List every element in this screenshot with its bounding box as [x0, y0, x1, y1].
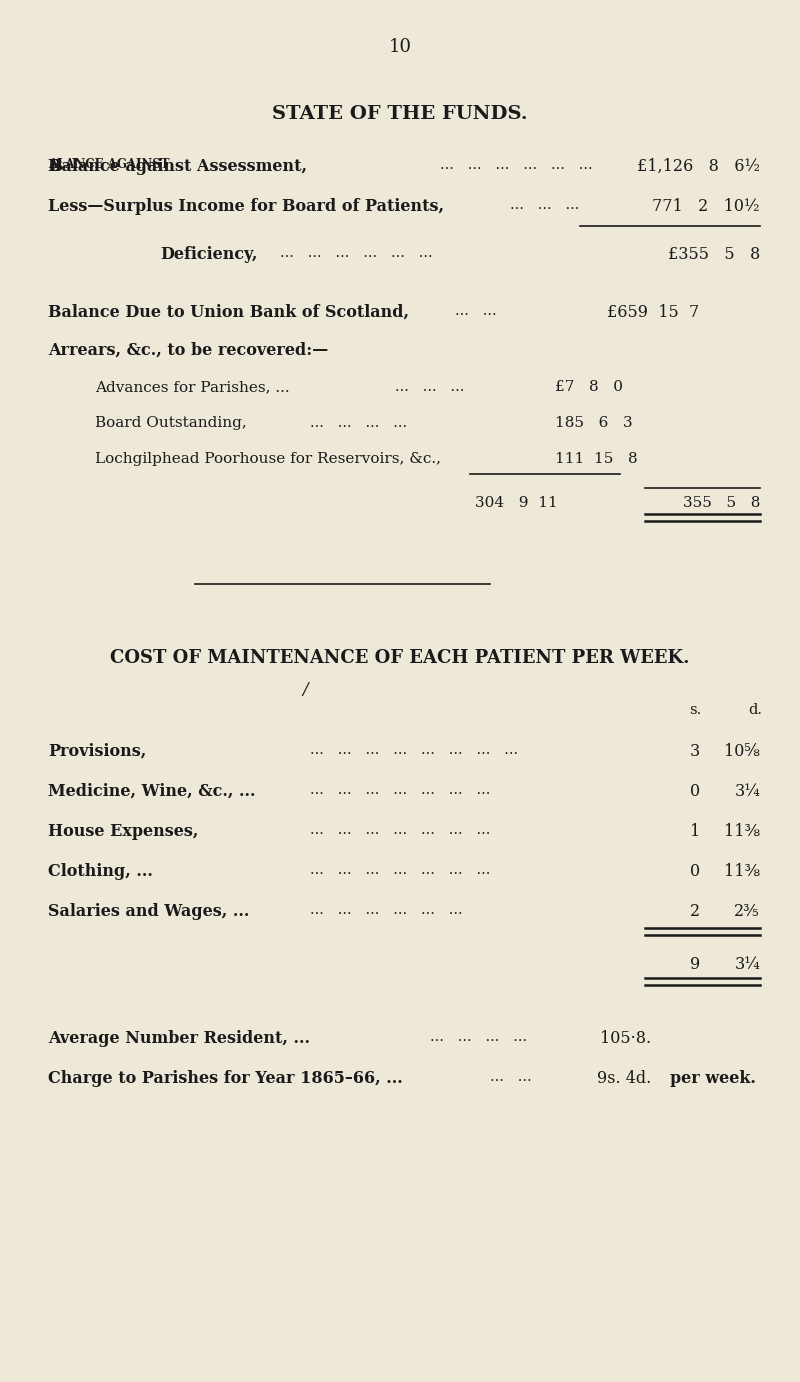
Text: ...   ...   ...   ...   ...   ...   ...: ... ... ... ... ... ... ...	[310, 784, 490, 797]
Text: ...   ...   ...   ...   ...   ...   ...   ...: ... ... ... ... ... ... ... ...	[310, 744, 518, 757]
Text: Balance Due to Union Bank of Scotland,: Balance Due to Union Bank of Scotland,	[48, 304, 409, 321]
Text: 185   6   3: 185 6 3	[555, 416, 633, 430]
Text: ...   ...   ...   ...   ...   ...: ... ... ... ... ... ...	[280, 246, 433, 260]
Text: STATE OF THE FUNDS.: STATE OF THE FUNDS.	[272, 105, 528, 123]
Text: 0: 0	[690, 784, 700, 800]
Text: £1,126   8   6½: £1,126 8 6½	[637, 158, 760, 176]
Text: Salaries and Wages, ...: Salaries and Wages, ...	[48, 902, 250, 920]
Text: ...   ...   ...   ...: ... ... ... ...	[310, 416, 407, 430]
Text: ...   ...   ...   ...   ...   ...: ... ... ... ... ... ...	[440, 158, 593, 171]
Text: COST OF MAINTENANCE OF EACH PATIENT PER WEEK.: COST OF MAINTENANCE OF EACH PATIENT PER …	[110, 650, 690, 668]
Text: ...   ...   ...: ... ... ...	[510, 198, 579, 211]
Text: Charge to Parishes for Year 1865–66, ...: Charge to Parishes for Year 1865–66, ...	[48, 1070, 402, 1088]
Text: 11⅜: 11⅜	[724, 862, 760, 880]
Text: ...   ...   ...   ...   ...   ...   ...: ... ... ... ... ... ... ...	[310, 824, 490, 837]
Text: 2: 2	[690, 902, 700, 920]
Text: ...   ...   ...   ...: ... ... ... ...	[430, 1030, 527, 1043]
Text: Deficiency,: Deficiency,	[160, 246, 258, 263]
Text: 771   2   10½: 771 2 10½	[653, 198, 760, 216]
Text: Provisions,: Provisions,	[48, 744, 146, 760]
Text: 3¼: 3¼	[734, 784, 760, 800]
Text: 3: 3	[690, 744, 700, 760]
Text: 10: 10	[389, 37, 411, 57]
Text: ...   ...: ... ...	[490, 1070, 532, 1083]
Text: Lochgilphead Poorhouse for Reservoirs, &c.,: Lochgilphead Poorhouse for Reservoirs, &…	[95, 452, 441, 466]
Text: Arrears, &c., to be recovered:—: Arrears, &c., to be recovered:—	[48, 341, 328, 359]
Text: £355   5   8: £355 5 8	[668, 246, 760, 263]
Text: ...   ...   ...: ... ... ...	[395, 380, 464, 394]
Text: 111  15   8: 111 15 8	[555, 452, 638, 466]
Text: Advances for Parishes, ...: Advances for Parishes, ...	[95, 380, 290, 394]
Text: 304   9  11: 304 9 11	[475, 496, 558, 510]
Text: /: /	[302, 681, 308, 698]
Text: ...   ...   ...   ...   ...   ...   ...: ... ... ... ... ... ... ...	[310, 862, 490, 878]
Text: 9s. 4d.: 9s. 4d.	[597, 1070, 651, 1088]
Text: 1: 1	[690, 824, 700, 840]
Text: House Expenses,: House Expenses,	[48, 824, 198, 840]
Text: 3¼: 3¼	[734, 956, 760, 973]
Text: d.: d.	[748, 703, 762, 717]
Text: Clothing, ...: Clothing, ...	[48, 862, 153, 880]
Text: 105·8.: 105·8.	[600, 1030, 651, 1048]
Text: 11⅜: 11⅜	[724, 824, 760, 840]
Text: B: B	[48, 158, 62, 176]
Text: £7   8   0: £7 8 0	[555, 380, 623, 394]
Text: Less—Surplus Income for Board of Patients,: Less—Surplus Income for Board of Patient…	[48, 198, 444, 216]
Text: Average Number Resident, ...: Average Number Resident, ...	[48, 1030, 310, 1048]
Text: 0: 0	[690, 862, 700, 880]
Text: s.: s.	[689, 703, 701, 717]
Text: Board Outstanding,: Board Outstanding,	[95, 416, 246, 430]
Text: 2⅗: 2⅗	[734, 902, 760, 920]
Text: 10⅝: 10⅝	[724, 744, 760, 760]
Text: per week.: per week.	[670, 1070, 756, 1088]
Text: 355   5   8: 355 5 8	[682, 496, 760, 510]
Text: Medicine, Wine, &c., ...: Medicine, Wine, &c., ...	[48, 784, 255, 800]
Text: ALANCE AGAINST: ALANCE AGAINST	[48, 158, 174, 171]
Text: ...   ...   ...   ...   ...   ...: ... ... ... ... ... ...	[310, 902, 462, 918]
Text: 9: 9	[690, 956, 700, 973]
Text: ...   ...: ... ...	[455, 304, 497, 318]
Text: £659  15  7: £659 15 7	[607, 304, 699, 321]
Text: Balance against Assessment,: Balance against Assessment,	[48, 158, 307, 176]
